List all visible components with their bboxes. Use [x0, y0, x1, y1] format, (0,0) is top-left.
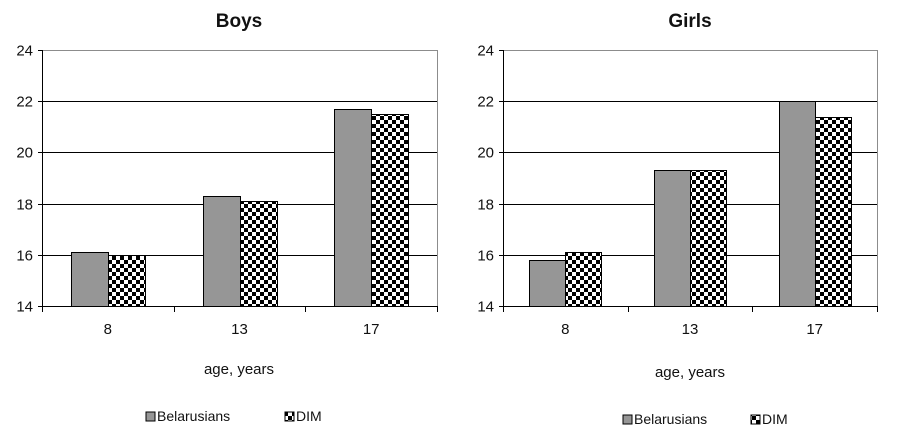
x-tick-label-boys-17: 17: [363, 321, 380, 338]
bar-girls-dim-17: [815, 117, 852, 307]
y-tick-label-boys-14: 14: [16, 299, 33, 316]
bar-girls-belarusians-13: [654, 170, 691, 307]
y-tick-label-boys-16: 16: [16, 248, 33, 265]
bar-girls-belarusians-8: [529, 260, 566, 307]
bar-girls-belarusians-17: [779, 101, 816, 307]
y-tick-label-boys-22: 22: [16, 94, 33, 111]
legend-label-girls-belarusians: Belarusians: [634, 411, 707, 427]
legend-swatch-boys-belarusians: [145, 411, 156, 422]
y-tick-label-boys-20: 20: [16, 145, 33, 162]
legend-swatch-girls-dim: [750, 414, 761, 425]
x-tick-label-boys-8: 8: [104, 321, 112, 338]
legend-girls: Belarusians DIM: [622, 411, 788, 427]
y-tick-label-girls-20: 20: [477, 145, 494, 162]
legend-label-boys-dim: DIM: [296, 408, 322, 424]
chart-title-girls: Girls: [668, 11, 711, 32]
x-axis-label-boys: age, years: [204, 361, 274, 378]
chart-title-boys: Boys: [216, 11, 262, 32]
legend-swatch-boys-dim: [284, 411, 295, 422]
bar-boys-belarusians-17: [334, 109, 372, 307]
y-tick-label-girls-24: 24: [477, 43, 494, 60]
chart-boys: Boys 14 16 18 20 22 24 8 13 17 age, years Belaru…: [16, 11, 438, 424]
y-tick-label-girls-22: 22: [477, 94, 494, 111]
bar-boys-belarusians-13: [203, 196, 241, 307]
y-tick-label-boys-24: 24: [16, 43, 33, 60]
bar-girls-dim-13: [690, 170, 727, 307]
x-axis-label-girls: age, years: [655, 364, 725, 381]
bar-boys-dim-8: [108, 255, 146, 307]
legend-label-boys-belarusians: Belarusians: [157, 408, 230, 424]
x-tick-label-girls-13: 13: [682, 321, 699, 338]
bar-boys-belarusians-8: [71, 252, 109, 307]
x-tick-label-girls-17: 17: [806, 321, 823, 338]
y-tick-label-girls-14: 14: [477, 299, 494, 316]
x-tick-label-girls-8: 8: [561, 321, 569, 338]
y-tick-label-boys-18: 18: [16, 197, 33, 214]
bar-girls-dim-8: [565, 252, 602, 307]
legend-label-girls-dim: DIM: [762, 411, 788, 427]
plot-area-girls: 14 16 18 20 22 24 8 13 17: [477, 43, 878, 338]
legend-boys: Belarusians DIM: [145, 408, 322, 424]
bar-boys-dim-17: [371, 114, 409, 307]
bar-boys-dim-13: [240, 201, 278, 307]
legend-swatch-girls-belarusians: [622, 414, 633, 425]
plot-area-boys: 14 16 18 20 22 24 8 13 17: [16, 43, 438, 338]
y-tick-label-girls-18: 18: [477, 197, 494, 214]
chart-girls: Girls 14 16 18 20 22 24 8 13 17 age, years Belar…: [477, 11, 878, 427]
y-tick-label-girls-16: 16: [477, 248, 494, 265]
x-tick-label-boys-13: 13: [231, 321, 248, 338]
